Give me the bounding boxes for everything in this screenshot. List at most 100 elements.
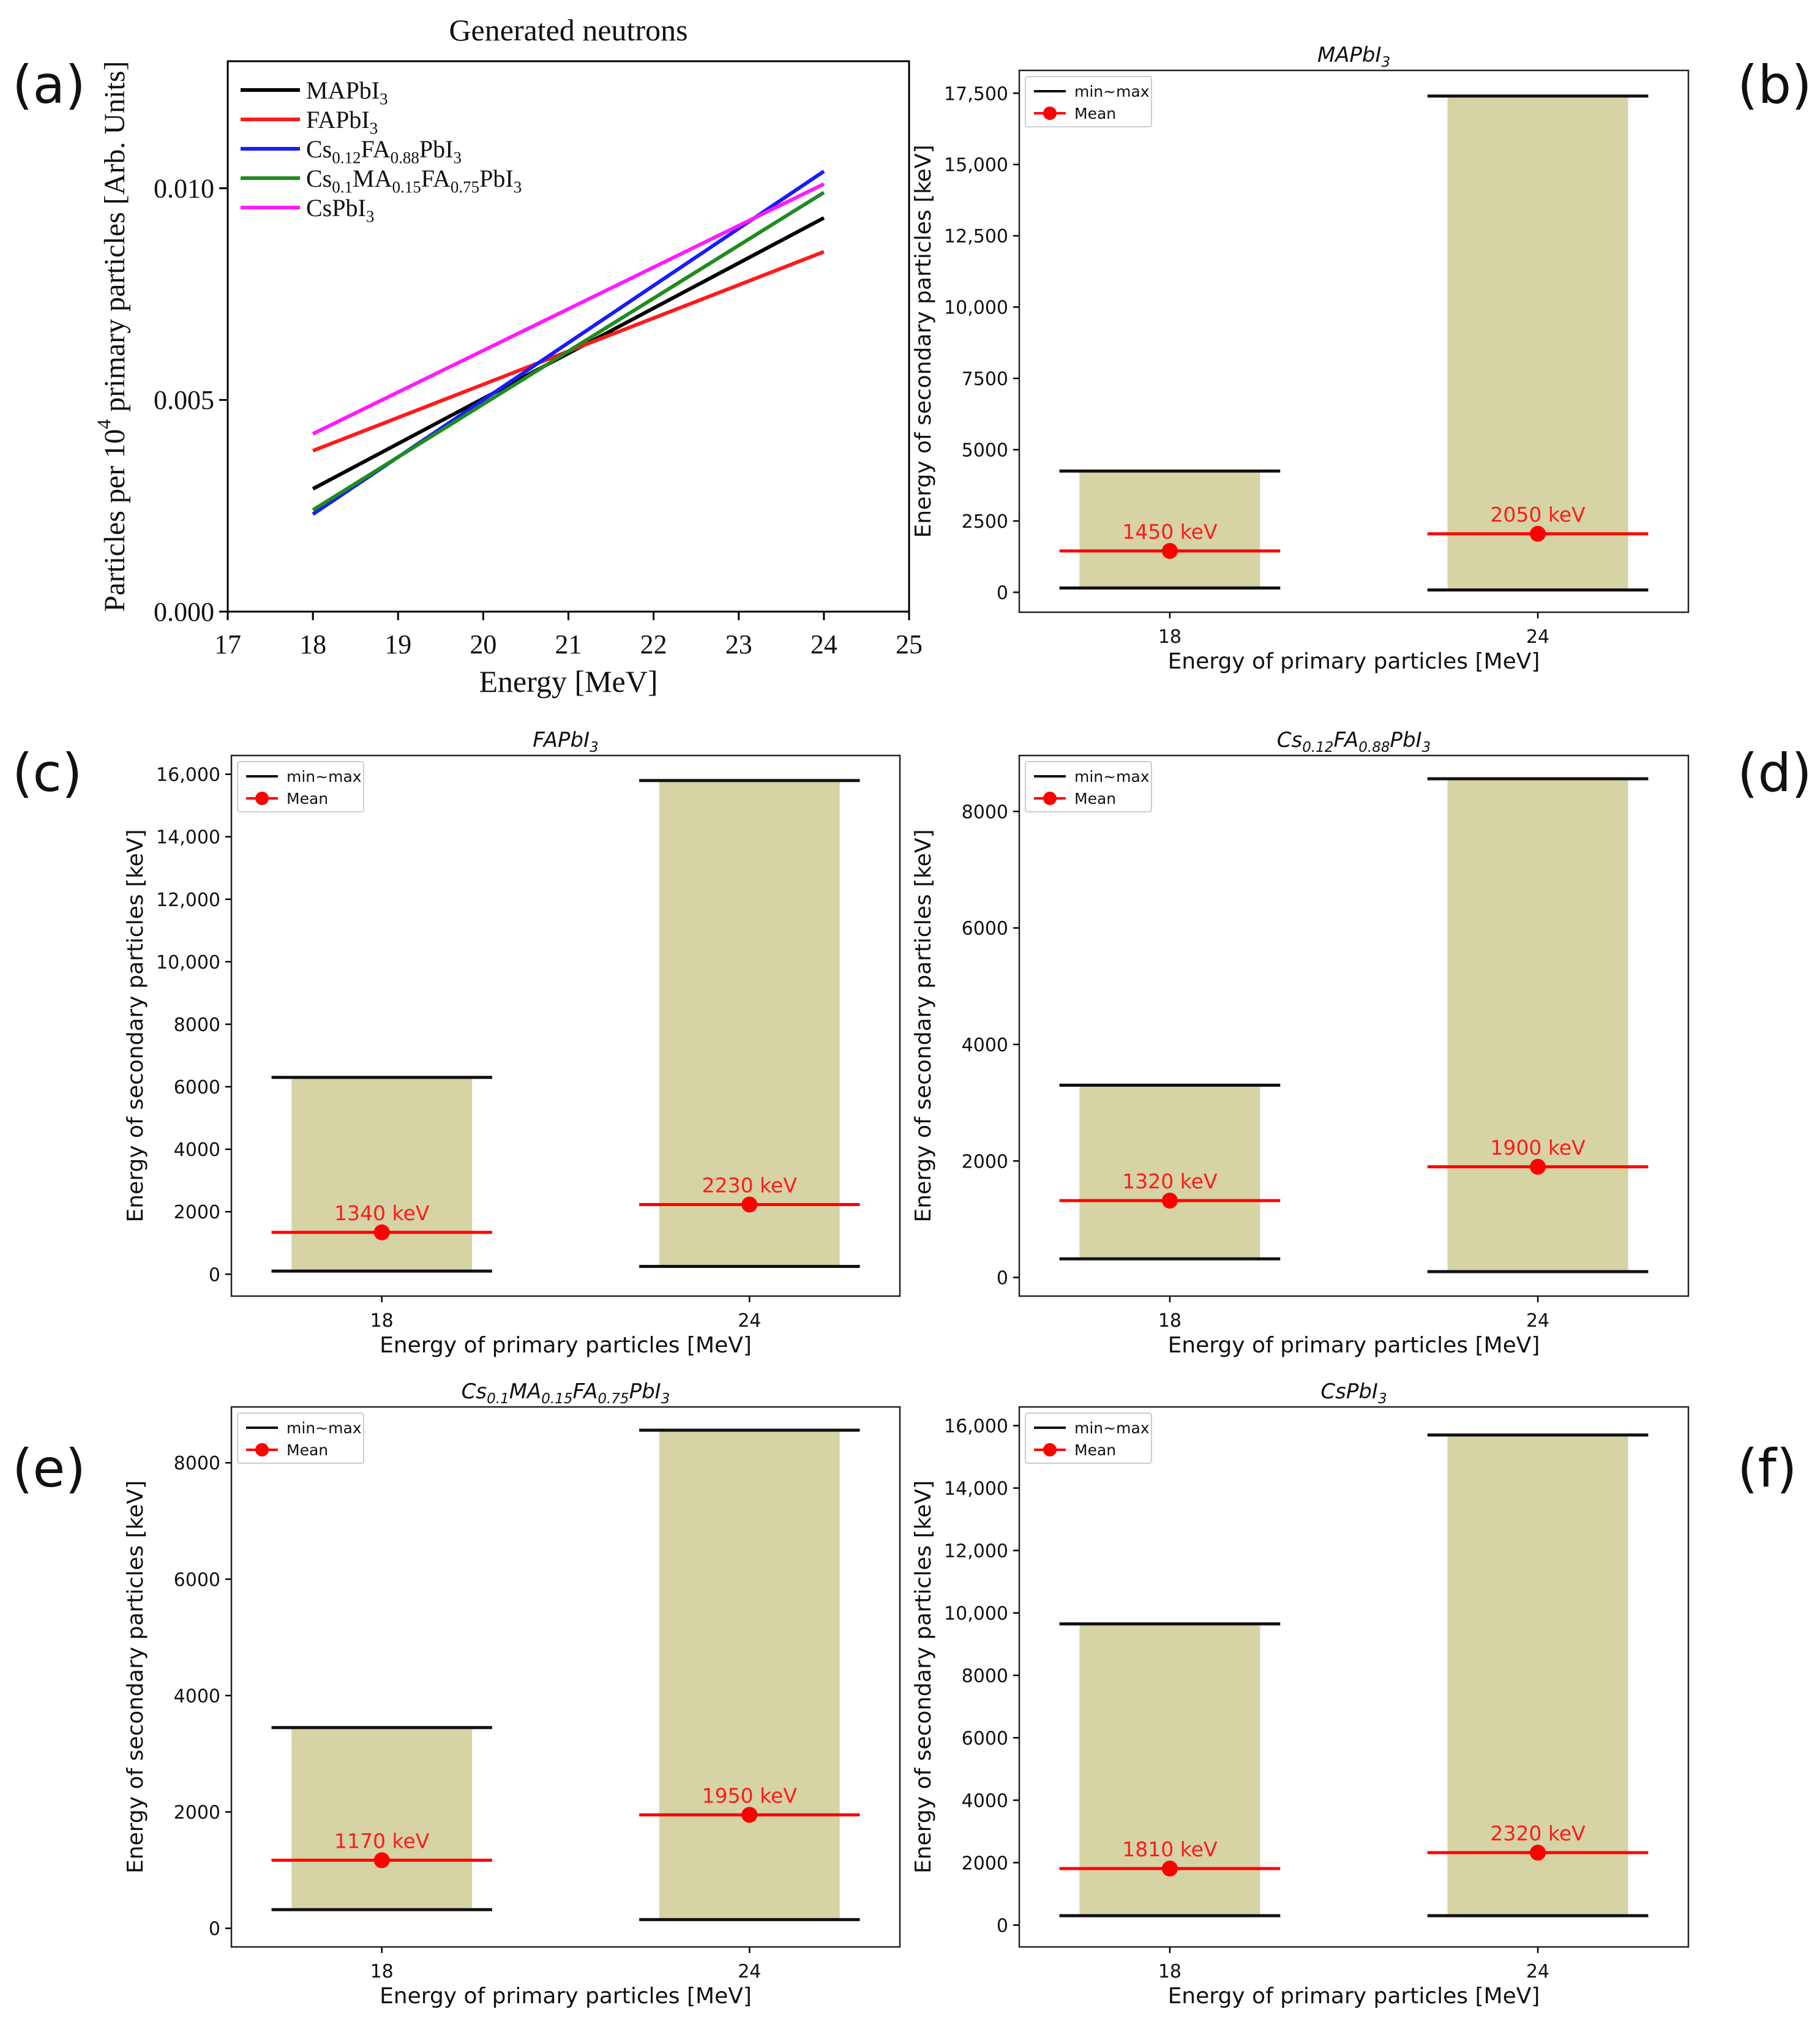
chart-title-part: 0.88 <box>1358 740 1390 756</box>
legend-label-Cs0.1MA0.15FA0.75PbI3-part: FA <box>421 165 451 192</box>
y-tick-label: 2000 <box>962 1151 1008 1172</box>
chart-title-part: CsPbI <box>1320 1379 1378 1404</box>
legend-label-Cs0.12FA0.88PbI3-part: Cs <box>306 135 332 163</box>
chart-title-part: FA <box>573 1379 598 1404</box>
legend-label-FAPbI3: FAPbI3 <box>306 106 378 137</box>
y-tick-label: 8000 <box>962 1665 1008 1687</box>
y-tick-label: 2000 <box>962 1853 1008 1874</box>
legend-label-mean: Mean <box>1074 790 1116 808</box>
mean-marker-18 <box>373 1852 390 1869</box>
chart-cs012fa088pbi3: Cs0.12FA0.88PbI3 1320 keV 18 1900 keV 24 0 200… <box>911 728 1690 1358</box>
legend-label-CsPbI3-part: CsPbI <box>306 194 366 222</box>
mean-marker-18 <box>1161 1861 1178 1877</box>
mean-label-24: 2050 keV <box>1490 503 1586 527</box>
plot-frame <box>230 1406 901 1948</box>
plot-frame <box>1018 754 1690 1297</box>
x-tick-label: 18 <box>1158 626 1182 648</box>
x-axis-label: Energy of primary particles [MeV] <box>1168 649 1540 674</box>
legend-label-FAPbI3-part: FAPbI <box>306 106 370 133</box>
y-tick-label: 12,000 <box>944 1541 1008 1562</box>
chart-mapbi3: MAPbI3 1450 keV 18 2050 keV 24 0 2500 5000 7500 1… <box>911 43 1690 674</box>
x-tick-label: 17 <box>214 629 241 659</box>
y-tick-label: 14,000 <box>156 827 220 849</box>
mean-label-18: 1450 keV <box>1122 520 1218 544</box>
chart-title-part: FA <box>1333 728 1358 752</box>
x-tick-label: 22 <box>640 629 667 659</box>
panel-label-c: (c) <box>12 743 82 804</box>
mean-label-18: 1320 keV <box>1122 1169 1218 1193</box>
x-axis-label: Energy of primary particles [MeV] <box>380 1333 752 1358</box>
legend-label-Cs0.12FA0.88PbI3-part: PbI <box>419 135 454 163</box>
range-bar-18 <box>1079 1085 1260 1259</box>
legend-label-Cs0.12FA0.88PbI3-part: 3 <box>454 148 462 167</box>
panel-label-a: (a) <box>12 54 86 116</box>
chart-title-part: 0.15 <box>541 1391 572 1407</box>
range-bar-24 <box>1447 1434 1628 1916</box>
y-tick-label: 0.000 <box>154 597 214 627</box>
mean-label-18: 1810 keV <box>1122 1837 1218 1861</box>
y-tick-label: 0 <box>997 1915 1008 1937</box>
x-axis-label: Energy of primary particles [MeV] <box>1168 1333 1540 1358</box>
y-tick-label: 0 <box>997 582 1008 604</box>
x-tick-label: 24 <box>738 1961 761 1982</box>
chart-title-part: 3 <box>1382 54 1391 70</box>
legend-label-Cs0.12FA0.88PbI3: Cs0.12FA0.88PbI3 <box>306 135 462 167</box>
legend-label-mean: Mean <box>286 790 328 808</box>
y-tick-label: 8000 <box>962 801 1008 823</box>
legend-marker-mean <box>1043 1443 1057 1457</box>
legend-marker-mean <box>1043 792 1057 805</box>
y-tick-label: 6000 <box>174 1569 220 1591</box>
chart-title-part: 3 <box>661 1391 670 1407</box>
y-tick-label: 4000 <box>962 1035 1008 1056</box>
chart-title-part: Cs <box>1277 728 1302 752</box>
chart-title: MAPbI3 <box>1317 43 1390 70</box>
x-tick-label: 24 <box>1526 626 1549 648</box>
chart-title: CsPbI3 <box>1320 1379 1387 1407</box>
legend-label-MAPbI3: MAPbI3 <box>306 77 388 108</box>
legend-label-MAPbI3-part: 3 <box>380 89 388 108</box>
y-tick-label: 16,000 <box>944 1416 1008 1438</box>
legend-label-CsPbI3-part: 3 <box>366 207 375 225</box>
y-tick-label: 2000 <box>174 1802 220 1824</box>
series-line-CsPbI3 <box>312 182 825 436</box>
x-tick-label: 24 <box>1526 1310 1549 1332</box>
mean-label-24: 1900 keV <box>1490 1136 1586 1160</box>
mean-label-24: 2230 keV <box>702 1173 798 1197</box>
y-tick-label: 17,500 <box>944 83 1008 105</box>
plot-frame <box>1018 69 1690 613</box>
x-tick-label: 25 <box>896 629 923 659</box>
y-tick-label: 0.005 <box>154 385 214 415</box>
x-tick-label: 18 <box>299 629 326 659</box>
legend-label-min-max: min~max <box>286 768 362 786</box>
legend-label-mean: Mean <box>1074 1441 1116 1459</box>
chart-title: Generated neutrons <box>449 13 687 47</box>
chart-generated-neutrons: Generated neutrons 17 18 19 20 21 22 23 24 25 0.00… <box>93 13 923 699</box>
plot-frame <box>230 754 901 1297</box>
y-tick-label: 10,000 <box>944 298 1008 319</box>
x-tick-label: 24 <box>811 629 837 659</box>
y-tick-label: 16,000 <box>156 765 220 786</box>
y-tick-label: 12,000 <box>156 890 220 911</box>
chart-title-part: MA <box>509 1379 542 1404</box>
range-bar-24 <box>1447 96 1628 590</box>
y-tick-label: 0 <box>209 1264 220 1286</box>
mean-label-18: 1340 keV <box>334 1201 430 1225</box>
plot-frame <box>1018 1406 1690 1948</box>
legend-marker-mean <box>255 1443 269 1457</box>
legend-label-min-max: min~max <box>1074 768 1150 786</box>
legend-marker-mean <box>1043 107 1057 120</box>
y-tick-label: 7500 <box>962 369 1008 390</box>
chart-title-part: PbI <box>629 1379 661 1404</box>
x-tick-label: 24 <box>738 1310 761 1332</box>
x-axis-label: Energy of primary particles [MeV] <box>380 1984 752 2009</box>
legend-label-Cs0.1MA0.15FA0.75PbI3-part: 0.1 <box>332 178 353 196</box>
mean-marker-24 <box>741 1196 758 1213</box>
y-axis-label-part: Particles per 10 <box>99 429 131 612</box>
chart-title: Cs0.1MA0.15FA0.75PbI3 <box>462 1379 670 1407</box>
chart-cs01ma015fa075pbi3: Cs0.1MA0.15FA0.75PbI3 1170 keV 18 1950 keV 2… <box>123 1379 901 2009</box>
y-tick-label: 12,500 <box>944 226 1008 247</box>
y-axis-label: Particles per 104 primary particles [Arb… <box>93 61 131 612</box>
range-bar-24 <box>659 1430 840 1920</box>
y-axis-label: Energy of secondary particles [keV] <box>911 1480 936 1873</box>
